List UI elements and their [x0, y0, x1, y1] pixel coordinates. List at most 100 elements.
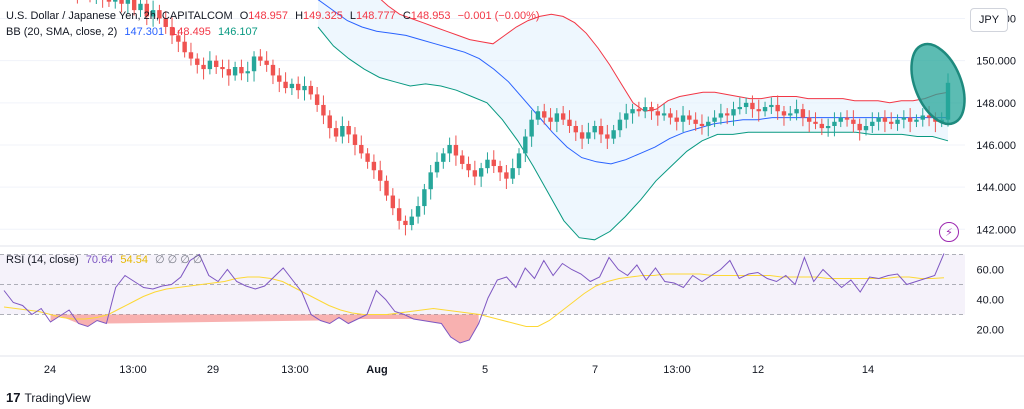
open-value: 148.957 — [248, 10, 289, 22]
candle-body — [592, 126, 597, 133]
time-tick-label: 5 — [482, 364, 488, 376]
candle-body — [737, 107, 743, 110]
candle-body — [699, 123, 705, 126]
bb-upper-value: 148.495 — [171, 26, 211, 38]
tradingview-name: TradingView — [24, 390, 91, 405]
candle-body — [207, 60, 213, 70]
candle-body — [649, 107, 654, 112]
candle-body — [163, 18, 168, 27]
candle-body — [352, 134, 358, 145]
price-tick-label: 150.000 — [976, 56, 1016, 68]
candle-body — [176, 35, 181, 42]
candle-body — [428, 172, 433, 190]
candle-body — [333, 128, 339, 137]
candle-body — [434, 161, 440, 173]
rsi-line — [3, 253, 945, 344]
candle-body — [340, 126, 345, 137]
candle-body — [327, 115, 332, 129]
high-value: 149.325 — [303, 10, 343, 22]
low-value: 148.777 — [356, 10, 396, 22]
candle-body — [901, 117, 907, 120]
time-tick-label: 29 — [207, 364, 219, 376]
candle-body — [781, 111, 787, 116]
rsi-tick-label: 60.00 — [976, 265, 1004, 277]
candle-body — [485, 159, 490, 169]
candle-body — [567, 119, 572, 126]
candle-body — [346, 126, 351, 135]
candle-body — [655, 111, 660, 116]
highlight-ellipse — [910, 42, 966, 126]
candle-body — [157, 10, 162, 19]
candle-body — [794, 109, 799, 114]
tradingview-logo[interactable]: 17 TradingView — [6, 390, 91, 405]
candle-body — [308, 85, 314, 95]
candle-body — [289, 83, 295, 89]
candle-body — [396, 208, 402, 221]
currency-button[interactable]: JPY — [970, 8, 1008, 32]
candle-body — [359, 144, 364, 154]
candle-body — [138, 3, 143, 11]
candle-body — [188, 52, 194, 59]
candle-body — [573, 126, 578, 133]
symbol-legend: U.S. Dollar / Japanese Yen, 2h, CAPITALC… — [6, 10, 544, 22]
candle-body — [605, 134, 610, 139]
candle-body — [491, 159, 496, 167]
candle-body — [422, 189, 427, 207]
bb-label: BB (20, SMA, close, 2) — [6, 26, 118, 38]
candle-body — [724, 113, 730, 116]
candle-body — [150, 10, 156, 17]
candle-body — [636, 109, 642, 112]
candle-body — [674, 117, 679, 122]
candle-body — [624, 113, 629, 120]
candle-body — [529, 119, 534, 137]
candle-body — [497, 166, 503, 173]
rsi-legend: RSI (14, close) 70.64 54.54 ∅ ∅ ∅ ∅ — [6, 253, 207, 266]
low-label: L — [349, 10, 356, 22]
time-tick-label: 13:00 — [119, 364, 147, 376]
candle-body — [403, 220, 408, 226]
candle-body — [712, 117, 717, 122]
bb-upper-line — [380, 0, 949, 112]
rsi-band-background — [0, 254, 965, 315]
candle-body — [169, 26, 175, 36]
price-tick-label: 142.000 — [976, 224, 1016, 236]
candle-body — [598, 126, 604, 135]
candle-body — [706, 121, 711, 126]
candle-body — [415, 206, 421, 217]
candle-body — [321, 104, 326, 116]
candle-body — [838, 117, 843, 122]
candle-body — [523, 136, 528, 154]
ohlc-low: L148.777 — [350, 10, 396, 22]
candle-body — [226, 69, 232, 76]
candle-body — [870, 121, 875, 126]
candle-body — [882, 117, 888, 122]
candle-body — [813, 121, 818, 124]
candle-body — [687, 115, 692, 120]
candle-body — [630, 109, 635, 114]
candle-body — [472, 170, 478, 177]
candle-body — [113, 0, 118, 2]
candle-body — [144, 3, 149, 17]
bb-basis-value: 147.301 — [124, 26, 165, 38]
candle-body — [560, 113, 566, 120]
time-tick-label: 13:00 — [663, 364, 691, 376]
candle-body — [264, 60, 269, 65]
time-tick-label: 12 — [752, 364, 764, 376]
candle-body — [775, 104, 780, 112]
time-tick-label: 7 — [592, 364, 598, 376]
candle-body — [579, 132, 585, 139]
candle-body — [239, 67, 244, 74]
lightning-icon[interactable]: ⚡ — [939, 222, 959, 242]
candle-body — [371, 161, 377, 171]
candle-body — [365, 153, 370, 162]
candle-body — [876, 117, 881, 122]
time-tick-label: 14 — [862, 364, 874, 376]
candle-body — [680, 115, 686, 122]
candle-body — [863, 126, 869, 131]
candle-body — [314, 94, 320, 105]
ohlc-open: O148.957 — [240, 10, 288, 22]
candle-body — [895, 119, 900, 124]
candle-body — [926, 115, 932, 118]
time-tick-label: Aug — [366, 364, 387, 376]
